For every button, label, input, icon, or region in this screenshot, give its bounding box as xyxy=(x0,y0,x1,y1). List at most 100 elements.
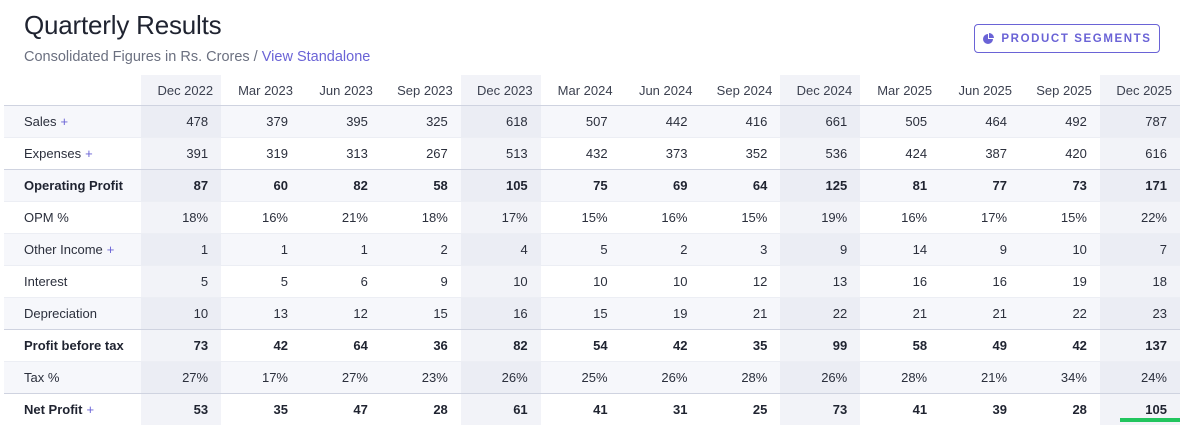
table-cell: 391 xyxy=(141,138,221,170)
table-cell: 171 xyxy=(1100,170,1180,202)
table-cell: 12 xyxy=(301,298,381,330)
table-cell: 36 xyxy=(381,330,461,362)
table-cell: 9 xyxy=(381,266,461,298)
table-cell: 41 xyxy=(860,394,940,425)
row-label-text: Profit before tax xyxy=(24,338,124,353)
table-cell: 9 xyxy=(780,234,860,266)
table-cell: 15% xyxy=(541,202,621,234)
table-cell: 125 xyxy=(780,170,860,202)
row-label-text: Depreciation xyxy=(24,306,97,321)
table-cell: 14 xyxy=(860,234,940,266)
row-label: Operating Profit xyxy=(4,170,141,202)
table-cell: 49 xyxy=(940,330,1020,362)
row-label-text: Interest xyxy=(24,274,67,289)
table-cell: 16 xyxy=(461,298,541,330)
table-cell: 1 xyxy=(301,234,381,266)
table-cell: 505 xyxy=(860,106,940,138)
table-cell: 75 xyxy=(541,170,621,202)
product-segments-button[interactable]: PRODUCT SEGMENTS xyxy=(974,24,1160,53)
table-cell: 42 xyxy=(621,330,701,362)
table-cell: 2 xyxy=(381,234,461,266)
page-subtitle: Consolidated Figures in Rs. Crores / Vie… xyxy=(24,49,370,65)
table-cell: 21% xyxy=(940,362,1020,394)
table-cell: 28 xyxy=(1020,394,1100,425)
table-cell: 53 xyxy=(141,394,221,425)
expand-plus-icon[interactable]: + xyxy=(107,242,115,257)
table-cell: 325 xyxy=(381,106,461,138)
table-cell: 58 xyxy=(381,170,461,202)
table-cell: 22 xyxy=(780,298,860,330)
expand-plus-icon[interactable]: + xyxy=(87,402,95,417)
row-label-text: Expenses xyxy=(24,146,81,161)
column-header: Jun 2024 xyxy=(621,75,701,106)
table-cell: 82 xyxy=(461,330,541,362)
row-label[interactable]: Other Income + xyxy=(4,234,141,266)
table-cell: 442 xyxy=(621,106,701,138)
column-header: Jun 2025 xyxy=(940,75,1020,106)
row-label[interactable]: Sales+ xyxy=(4,106,141,138)
table-cell: 4 xyxy=(461,234,541,266)
table-cell: 64 xyxy=(700,170,780,202)
table-cell: 7 xyxy=(1100,234,1180,266)
table-row: OPM %18%16%21%18%17%15%16%15%19%16%17%15… xyxy=(4,202,1180,234)
table-cell: 42 xyxy=(221,330,301,362)
table-cell: 19 xyxy=(621,298,701,330)
column-header: Mar 2025 xyxy=(860,75,940,106)
row-label: OPM % xyxy=(4,202,141,234)
table-cell: 73 xyxy=(1020,170,1100,202)
table-cell: 16% xyxy=(621,202,701,234)
expand-plus-icon[interactable]: + xyxy=(61,114,69,129)
table-cell: 18% xyxy=(381,202,461,234)
row-label-text: Other Income xyxy=(24,242,103,257)
table-cell: 35 xyxy=(700,330,780,362)
table-cell: 616 xyxy=(1100,138,1180,170)
table-cell: 13 xyxy=(780,266,860,298)
table-cell: 77 xyxy=(940,170,1020,202)
view-standalone-link[interactable]: View Standalone xyxy=(262,49,371,65)
table-cell: 424 xyxy=(860,138,940,170)
table-cell: 34% xyxy=(1020,362,1100,394)
table-cell: 507 xyxy=(541,106,621,138)
scroll-indicator xyxy=(1120,418,1180,422)
table-cell: 13 xyxy=(221,298,301,330)
table-cell: 61 xyxy=(461,394,541,425)
table-cell: 5 xyxy=(221,266,301,298)
column-header: Dec 2022 xyxy=(141,75,221,106)
table-cell: 28 xyxy=(381,394,461,425)
expand-plus-icon[interactable]: + xyxy=(85,146,93,161)
table-cell: 787 xyxy=(1100,106,1180,138)
row-label[interactable]: Expenses + xyxy=(4,138,141,170)
subtitle-text: Consolidated Figures in Rs. Crores / xyxy=(24,49,262,65)
table-cell: 5 xyxy=(541,234,621,266)
table-cell: 464 xyxy=(940,106,1020,138)
table-cell: 17% xyxy=(221,362,301,394)
table-cell: 513 xyxy=(461,138,541,170)
table-cell: 26% xyxy=(461,362,541,394)
table-cell: 618 xyxy=(461,106,541,138)
pie-chart-icon xyxy=(982,33,994,45)
table-cell: 23 xyxy=(1100,298,1180,330)
row-label-text: Net Profit xyxy=(24,402,83,417)
table-cell: 379 xyxy=(221,106,301,138)
table-cell: 478 xyxy=(141,106,221,138)
table-cell: 19 xyxy=(1020,266,1100,298)
table-cell: 10 xyxy=(141,298,221,330)
table-cell: 17% xyxy=(461,202,541,234)
row-label: Interest xyxy=(4,266,141,298)
row-label[interactable]: Net Profit + xyxy=(4,394,141,425)
row-label: Tax % xyxy=(4,362,141,394)
table-cell: 26% xyxy=(621,362,701,394)
table-cell: 395 xyxy=(301,106,381,138)
row-label-text: OPM % xyxy=(24,210,69,225)
table-cell: 22 xyxy=(1020,298,1100,330)
product-segments-label: PRODUCT SEGMENTS xyxy=(1001,33,1151,45)
header-corner xyxy=(4,75,141,106)
table-cell: 47 xyxy=(301,394,381,425)
table-cell: 41 xyxy=(541,394,621,425)
table-cell: 10 xyxy=(1020,234,1100,266)
table-cell: 25% xyxy=(541,362,621,394)
table-cell: 64 xyxy=(301,330,381,362)
